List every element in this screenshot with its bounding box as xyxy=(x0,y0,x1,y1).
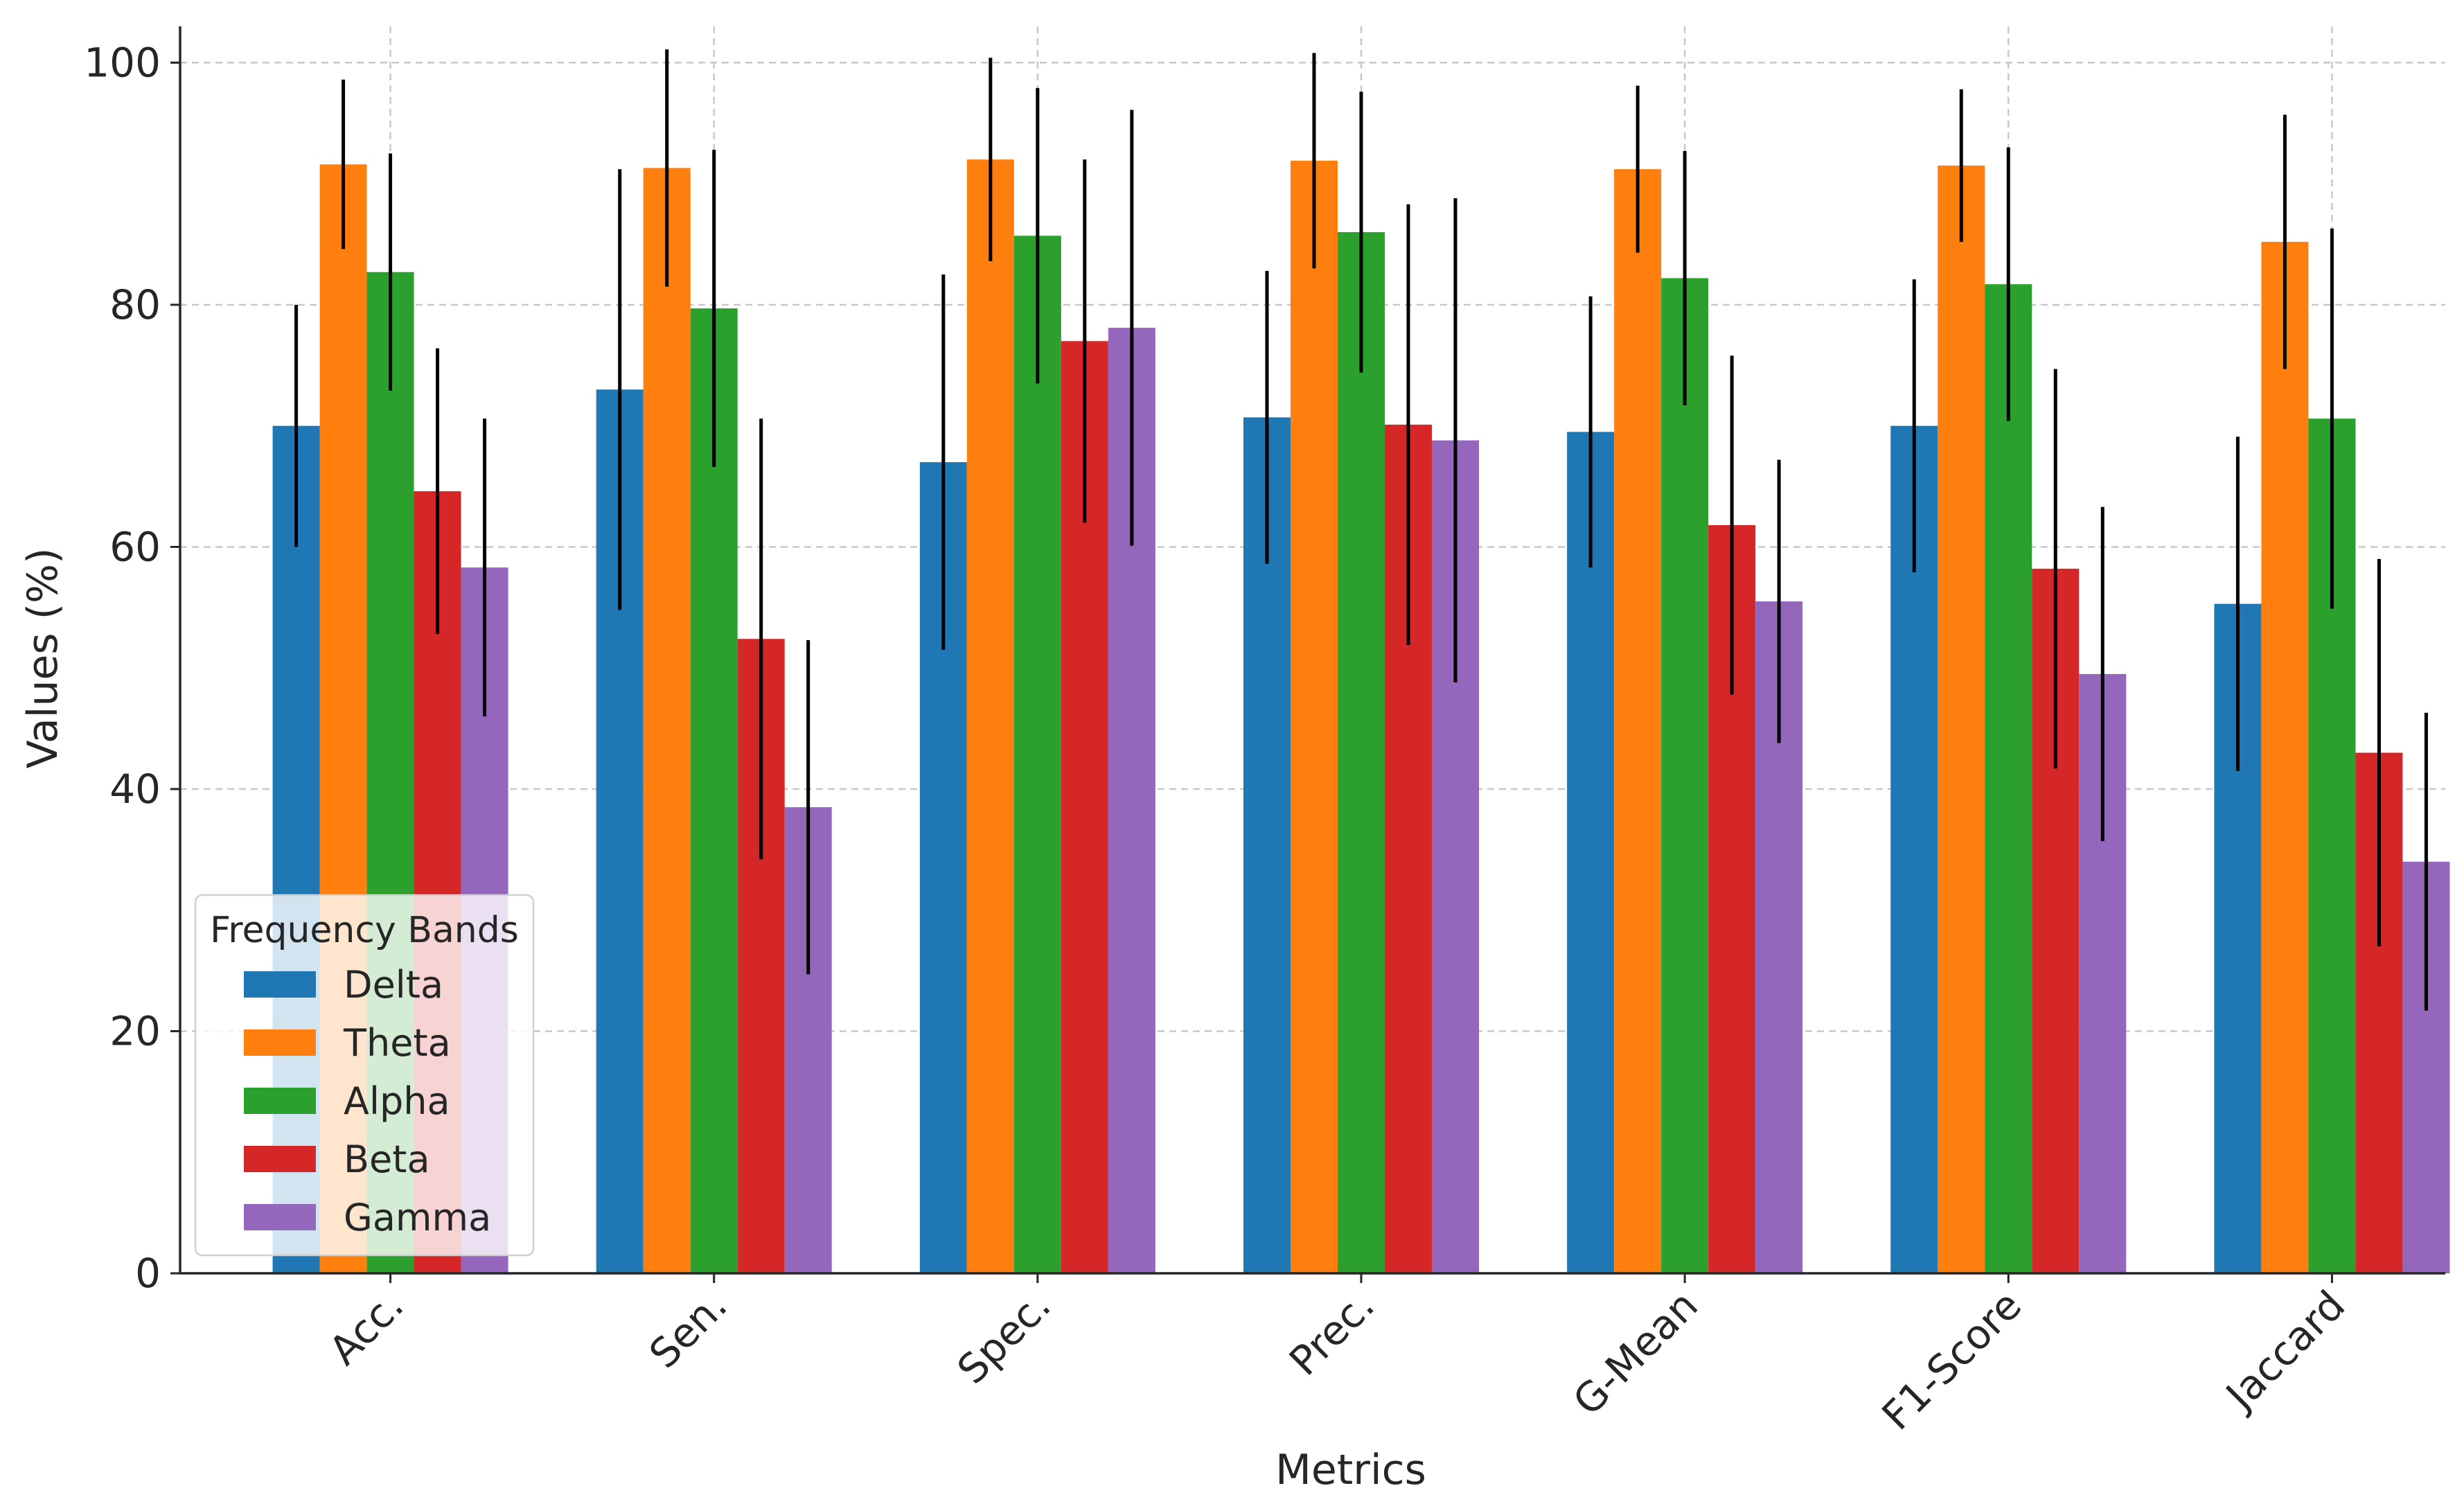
y-tick-label: 20 xyxy=(109,1007,161,1054)
y-tick-label: 80 xyxy=(109,281,161,328)
bar-theta xyxy=(1938,165,1985,1274)
y-tick-label: 100 xyxy=(84,39,161,86)
legend-swatch-theta xyxy=(244,1029,316,1056)
x-tick-label: Prec. xyxy=(1280,1282,1383,1385)
error-bars-layer xyxy=(294,49,2428,1011)
legend-swatch-beta xyxy=(244,1146,316,1172)
bar-theta xyxy=(2261,242,2309,1273)
bar-delta xyxy=(1567,432,1615,1273)
legend-title: Frequency Bands xyxy=(210,910,519,951)
bar-alpha xyxy=(1661,278,1709,1274)
x-axis-title: Metrics xyxy=(1275,1446,1426,1494)
bar-theta xyxy=(1614,169,1662,1273)
legend: Frequency Bands Delta Theta Alpha Beta Gamma xyxy=(194,894,535,1257)
bar-alpha xyxy=(1013,236,1061,1274)
legend-label-delta: Delta xyxy=(344,963,443,1007)
legend-swatch-alpha xyxy=(244,1088,316,1114)
bar-theta xyxy=(1291,160,1338,1273)
legend-label-theta: Theta xyxy=(343,1021,451,1065)
legend-swatch-gamma xyxy=(244,1204,316,1230)
bar-alpha xyxy=(1985,284,2032,1273)
bar-alpha xyxy=(690,308,738,1274)
x-tick-label: G-Mean xyxy=(1564,1282,1707,1424)
y-axis-title: Values (%) xyxy=(19,548,67,769)
bar-alpha xyxy=(1338,232,1385,1273)
x-tick-label: Spec. xyxy=(948,1282,1060,1393)
bar-theta xyxy=(643,168,691,1273)
x-tick-label: Jaccard xyxy=(2215,1282,2354,1420)
x-tick-label: F1-Score xyxy=(1873,1282,2030,1439)
axes-layer xyxy=(170,26,2445,1283)
x-tick-label: Sen. xyxy=(640,1282,736,1377)
bar-theta xyxy=(966,159,1014,1273)
y-tick-label: 40 xyxy=(109,766,161,813)
y-tick-label: 0 xyxy=(135,1250,161,1297)
x-tick-label: Acc. xyxy=(320,1282,413,1374)
legend-label-gamma: Gamma xyxy=(344,1196,491,1239)
legend-label-beta: Beta xyxy=(344,1138,430,1181)
legend-label-alpha: Alpha xyxy=(344,1079,450,1123)
y-tick-label: 60 xyxy=(109,523,161,570)
legend-swatch-delta xyxy=(244,971,316,998)
